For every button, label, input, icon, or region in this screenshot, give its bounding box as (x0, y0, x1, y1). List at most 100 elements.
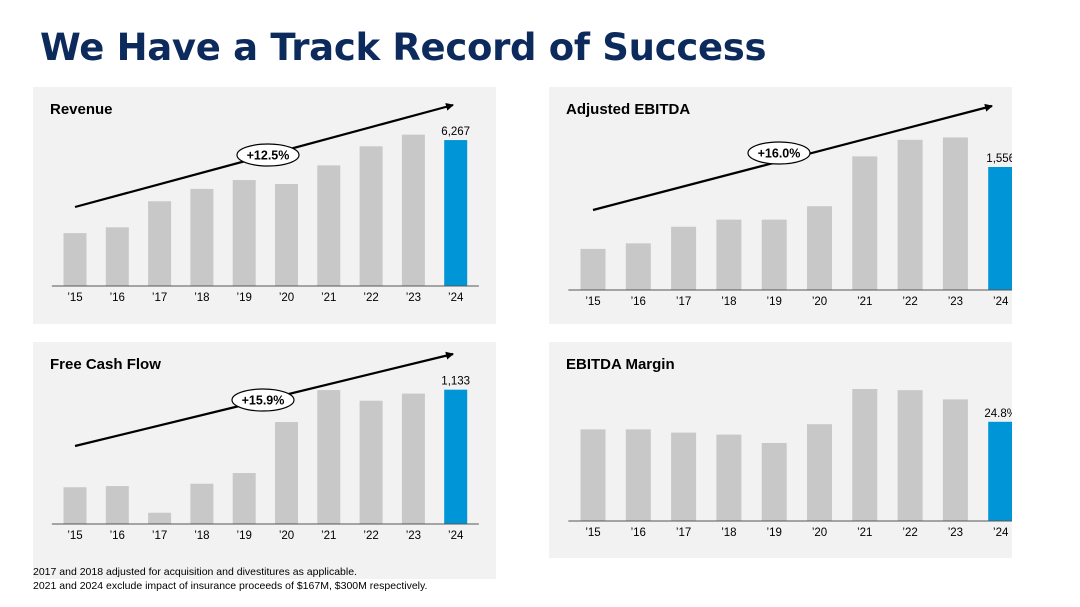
bar (852, 156, 878, 290)
tick-label: ’24 (993, 527, 1009, 539)
bar (444, 389, 468, 524)
tick-label: ’15 (67, 530, 82, 542)
chart-title: Adjusted EBITDA (566, 101, 691, 118)
bar (988, 421, 1012, 521)
bar (232, 473, 256, 524)
trend-pill (231, 388, 295, 412)
tick-label: ’15 (585, 527, 600, 539)
bar (190, 188, 214, 286)
bar (275, 422, 298, 524)
tick-label: ’18 (721, 296, 736, 308)
tick-label: ’24 (448, 530, 464, 542)
ebitda-margin-chart: ’15 ’16 ’17 ’18 ’19 ’20 ’21 ’22 ’23 ’24 24.8% (568, 389, 1012, 539)
tick-label: ’20 (812, 296, 827, 308)
tick-label: ’20 (279, 530, 294, 542)
tick-label: ’17 (676, 527, 691, 539)
bar (580, 429, 606, 521)
revenue-chart: ’15 ’16 ’17 ’18 ’19 ’20 ’21 ’22 ’23 ’24 6,267 +12.5… (51, 102, 479, 304)
tick-label: ’22 (902, 527, 917, 539)
data-label: 1,133 (441, 376, 470, 388)
free-cash-flow-chart: ’15 ’16 ’17 ’18 ’19 ’20 ’21 ’22 ’23 ’24 1,133 +15.9… (51, 351, 479, 542)
tick-label: ’18 (194, 530, 209, 542)
bar (148, 201, 172, 286)
tick-label: ’20 (279, 292, 294, 304)
bar (761, 219, 787, 290)
bar (852, 389, 878, 521)
bar (401, 134, 425, 286)
bar (625, 243, 651, 290)
data-label: 1,556 (986, 153, 1012, 165)
chart-title: Revenue (50, 101, 113, 118)
tick-label: ’19 (767, 527, 782, 539)
trend-label: +16.0% (758, 147, 801, 161)
tick-label: ’18 (721, 527, 736, 539)
tick-label: ’17 (152, 530, 167, 542)
bar (716, 219, 742, 290)
revenue-panel: Revenue ’15 ’16 ’17 ’18 ’19 ’20 ’21 ’22 ’23 ’24 6,… (33, 87, 496, 324)
tick-label: ’24 (993, 296, 1009, 308)
bar (105, 486, 129, 524)
footnotes: 2017 and 2018 adjusted for acquisition a… (33, 565, 427, 593)
bar (148, 512, 172, 524)
bar (807, 206, 832, 290)
tick-label: ’19 (237, 530, 252, 542)
slide-title: We Have a Track Record of Success (40, 26, 767, 69)
trend-pill (236, 143, 300, 167)
adjusted-ebitda-panel: Adjusted EBITDA ’15 ’16 ’17 ’18 ’19 ’20 ’21 ’22… (549, 87, 1012, 324)
adjusted-ebitda-chart: ’15 ’16 ’17 ’18 ’19 ’20 ’21 ’22 ’23 ’24 1,556 +16.0… (568, 103, 1012, 308)
free-cash-flow-panel: Free Cash Flow ’15’16’17’18’19’20’21’22’… (33, 342, 496, 579)
tick-label: ’18 (194, 292, 209, 304)
trend-pill (747, 141, 811, 165)
bar (716, 434, 742, 521)
bar (105, 227, 129, 286)
tick-label: ’23 (948, 527, 963, 539)
bar (897, 139, 923, 290)
tick-label: ’17 (676, 296, 691, 308)
tick-label: ’21 (857, 296, 872, 308)
footnote: 2021 and 2024 exclude impact of insuranc… (33, 580, 428, 592)
bar (317, 165, 341, 286)
bar (942, 399, 968, 521)
bar (63, 233, 87, 286)
tick-label: ’22 (363, 292, 378, 304)
tick-label: ’21 (321, 292, 336, 304)
bar (401, 393, 425, 524)
data-label: 6,267 (441, 126, 470, 138)
bar (988, 167, 1012, 290)
bar (671, 432, 697, 521)
trend-label: +15.9% (242, 394, 285, 408)
data-label: 24.8% (984, 408, 1012, 420)
bar (359, 146, 383, 286)
footnote: 2017 and 2018 adjusted for acquisition a… (33, 566, 357, 578)
tick-label: ’17 (152, 292, 167, 304)
bar (444, 140, 468, 286)
tick-label: ’23 (406, 530, 421, 542)
tick-label: ’16 (110, 530, 125, 542)
tick-label: ’23 (406, 292, 421, 304)
tick-label: ’22 (902, 296, 917, 308)
chart-title: EBITDA Margin (566, 356, 675, 373)
bar (625, 429, 651, 521)
tick-label: ’15 (67, 292, 82, 304)
tick-label: ’22 (363, 530, 378, 542)
bar (942, 137, 968, 290)
ebitda-margin-panel: EBITDA Margin ’15 ’16 ’17 ’18 ’19 ’20 ’21 ’22 ’2… (549, 342, 1012, 558)
bar (897, 390, 923, 521)
tick-label: ’24 (448, 292, 464, 304)
bar (671, 226, 697, 290)
bar (359, 400, 383, 524)
bar (317, 390, 341, 524)
bar (232, 180, 256, 286)
tick-label: ’21 (857, 527, 872, 539)
tick-label: ’16 (110, 292, 125, 304)
bar (190, 483, 214, 524)
tick-label: ’20 (812, 527, 827, 539)
tick-label: ’23 (948, 296, 963, 308)
bar (580, 248, 606, 290)
tick-label: ’16 (631, 527, 646, 539)
bar (761, 443, 787, 521)
bar (275, 184, 298, 286)
tick-label: ’19 (237, 292, 252, 304)
bar (63, 487, 87, 524)
trend-label: +12.5% (247, 149, 290, 163)
